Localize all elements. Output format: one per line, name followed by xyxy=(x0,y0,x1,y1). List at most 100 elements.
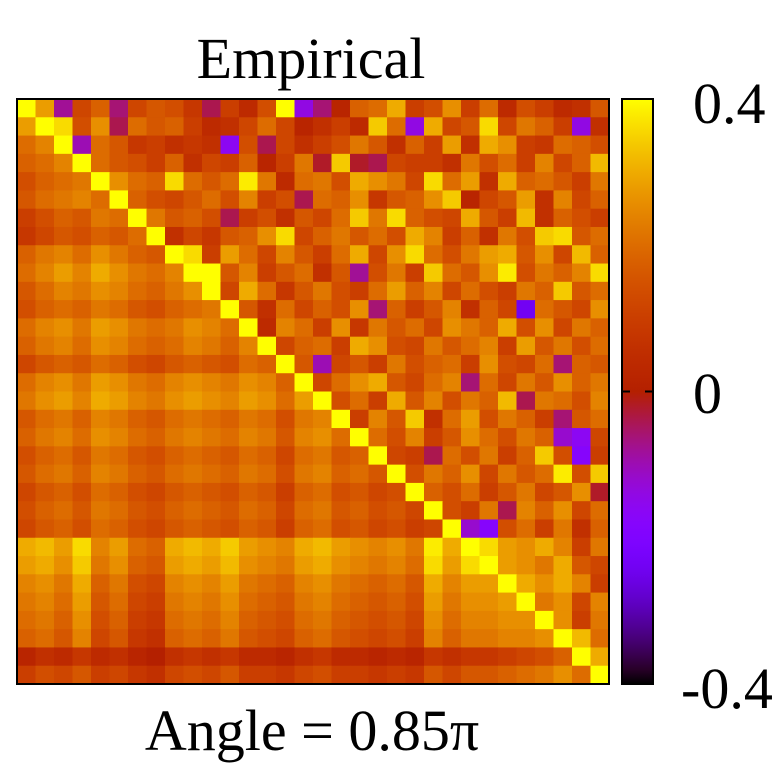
heatmap-cell-r30-c9 xyxy=(183,647,203,667)
heatmap-cell-r9-c27 xyxy=(516,263,536,283)
heatmap-cell-r13-c27 xyxy=(516,336,536,356)
heatmap-cell-r2-c20 xyxy=(387,135,407,155)
heatmap-cell-r21-c2 xyxy=(54,482,74,502)
heatmap-cell-r6-c0 xyxy=(17,208,37,228)
heatmap-cell-r4-c6 xyxy=(128,172,148,192)
heatmap-cell-r1-c10 xyxy=(202,117,222,137)
heatmap-cell-r23-c22 xyxy=(424,519,444,539)
heatmap-cell-r21-c8 xyxy=(165,482,185,502)
heatmap-cell-r14-c3 xyxy=(72,354,92,374)
heatmap-cell-r24-c25 xyxy=(479,537,499,557)
heatmap-cell-r10-c7 xyxy=(146,281,166,301)
heatmap-cell-r8-c31 xyxy=(590,245,610,265)
heatmap-cell-r21-c12 xyxy=(239,482,259,502)
heatmap-cell-r30-c24 xyxy=(461,647,481,667)
heatmap-cell-r28-c3 xyxy=(72,610,92,630)
heatmap-cell-r17-c16 xyxy=(313,409,333,429)
heatmap-cell-r26-c12 xyxy=(239,574,259,594)
heatmap-cell-r17-c31 xyxy=(590,409,610,429)
heatmap-cell-r13-c11 xyxy=(220,336,240,356)
heatmap-cell-r29-c12 xyxy=(239,629,259,649)
heatmap-cell-r30-c28 xyxy=(535,647,555,667)
heatmap-cell-r31-c15 xyxy=(294,665,314,685)
heatmap-cell-r0-c29 xyxy=(553,99,573,118)
heatmap-cell-r15-c3 xyxy=(72,373,92,393)
heatmap-cell-r18-c30 xyxy=(572,428,592,447)
heatmap-cell-r20-c21 xyxy=(405,464,425,484)
heatmap-cell-r27-c11 xyxy=(220,592,240,612)
heatmap-cell-r23-c26 xyxy=(498,519,518,539)
heatmap-cell-r22-c12 xyxy=(239,501,259,521)
heatmap-cell-r2-c2 xyxy=(54,135,74,155)
heatmap-cell-r18-c0 xyxy=(17,428,37,447)
heatmap-cell-r24-c10 xyxy=(202,537,222,557)
heatmap-cell-r28-c11 xyxy=(220,610,240,630)
heatmap-cell-r9-c3 xyxy=(72,263,92,283)
heatmap-cell-r10-c1 xyxy=(35,281,55,301)
heatmap-cell-r0-c21 xyxy=(405,99,425,118)
heatmap-cell-r5-c9 xyxy=(183,190,203,210)
heatmap-cell-r5-c30 xyxy=(572,190,592,210)
heatmap-cell-r20-c26 xyxy=(498,464,518,484)
heatmap-cell-r30-c23 xyxy=(442,647,462,667)
heatmap-cell-r2-c27 xyxy=(516,135,536,155)
heatmap-cell-r26-c27 xyxy=(516,574,536,594)
heatmap-cell-r31-c0 xyxy=(17,665,37,685)
heatmap-cell-r21-c10 xyxy=(202,482,222,502)
heatmap-cell-r12-c19 xyxy=(368,318,388,338)
heatmap-cell-r5-c12 xyxy=(239,190,259,210)
heatmap-cell-r17-c13 xyxy=(257,409,277,429)
heatmap-cell-r15-c31 xyxy=(590,373,610,393)
heatmap-cell-r22-c18 xyxy=(350,501,370,521)
heatmap-cell-r17-c25 xyxy=(479,409,499,429)
heatmap-cell-r6-c27 xyxy=(516,208,536,228)
heatmap-cell-r19-c8 xyxy=(165,446,185,466)
heatmap-cell-r27-c0 xyxy=(17,592,37,612)
heatmap-cell-r18-c23 xyxy=(442,428,462,447)
heatmap-cell-r2-c5 xyxy=(109,135,129,155)
heatmap-cell-r9-c26 xyxy=(498,263,518,283)
heatmap-cell-r28-c13 xyxy=(257,610,277,630)
heatmap-cell-r1-c1 xyxy=(35,117,55,137)
heatmap-cell-r3-c9 xyxy=(183,153,203,173)
heatmap-cell-r7-c13 xyxy=(257,226,277,246)
heatmap-cell-r10-c2 xyxy=(54,281,74,301)
heatmap-cell-r31-c4 xyxy=(91,665,111,685)
heatmap-cell-r2-c8 xyxy=(165,135,185,155)
heatmap-cell-r14-c4 xyxy=(91,354,111,374)
heatmap-cell-r19-c11 xyxy=(220,446,240,466)
heatmap-cell-r3-c28 xyxy=(535,153,555,173)
heatmap-cell-r24-c26 xyxy=(498,537,518,557)
heatmap-cell-r18-c5 xyxy=(109,428,129,447)
heatmap-cell-r4-c12 xyxy=(239,172,259,192)
heatmap-cell-r5-c19 xyxy=(368,190,388,210)
heatmap-cell-r16-c26 xyxy=(498,391,518,411)
heatmap-cell-r31-c21 xyxy=(405,665,425,685)
heatmap-cell-r29-c13 xyxy=(257,629,277,649)
heatmap-cell-r23-c24 xyxy=(461,519,481,539)
heatmap-cell-r14-c9 xyxy=(183,354,203,374)
heatmap-cell-r12-c26 xyxy=(498,318,518,338)
heatmap-cell-r9-c23 xyxy=(442,263,462,283)
heatmap-cell-r30-c3 xyxy=(72,647,92,667)
heatmap-cell-r14-c10 xyxy=(202,354,222,374)
heatmap-cell-r28-c22 xyxy=(424,610,444,630)
heatmap-cell-r22-c13 xyxy=(257,501,277,521)
heatmap-cell-r9-c25 xyxy=(479,263,499,283)
heatmap-cell-r5-c24 xyxy=(461,190,481,210)
heatmap-cell-r5-c2 xyxy=(54,190,74,210)
heatmap-cell-r19-c29 xyxy=(553,446,573,466)
heatmap-cell-r9-c19 xyxy=(368,263,388,283)
heatmap-cell-r15-c27 xyxy=(516,373,536,393)
heatmap-cell-r14-c27 xyxy=(516,354,536,374)
heatmap-cell-r12-c27 xyxy=(516,318,536,338)
heatmap-cell-r19-c19 xyxy=(368,446,388,466)
heatmap-cell-r29-c15 xyxy=(294,629,314,649)
heatmap-cell-r16-c5 xyxy=(109,391,129,411)
heatmap-cell-r14-c0 xyxy=(17,354,37,374)
heatmap-cell-r13-c20 xyxy=(387,336,407,356)
heatmap-cell-r27-c26 xyxy=(498,592,518,612)
heatmap-cell-r13-c23 xyxy=(442,336,462,356)
heatmap-cell-r18-c15 xyxy=(294,428,314,447)
heatmap-cell-r26-c3 xyxy=(72,574,92,594)
